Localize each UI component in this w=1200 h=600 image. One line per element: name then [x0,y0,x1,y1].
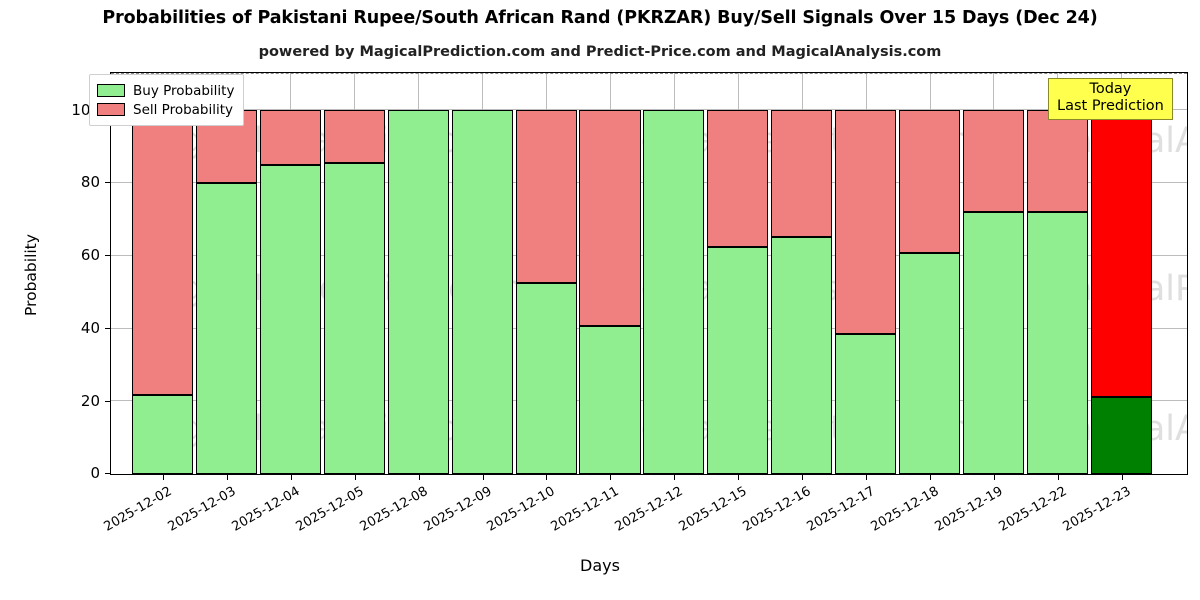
y-axis-tick-label: 60 [80,246,100,265]
bar-segment-buy[interactable] [196,183,258,474]
chart-subtitle: powered by MagicalPrediction.com and Pre… [258,44,942,60]
bar-segment-sell[interactable] [132,110,194,396]
x-axis-tick-mark [546,475,548,480]
bar-group[interactable] [643,74,705,474]
x-axis-tick-mark [993,475,995,480]
bar-group[interactable] [707,74,769,474]
x-axis-tick-mark [290,475,292,480]
bar-segment-buy[interactable] [579,326,641,474]
legend-item-buy[interactable]: Buy Probability [97,81,234,100]
y-axis-tick-mark [105,182,110,184]
gridline-horizontal [111,109,1187,111]
bar-segment-sell[interactable] [899,110,961,253]
bar-segment-buy[interactable] [1026,212,1088,474]
bar-group[interactable] [132,74,194,474]
bar-segment-sell[interactable] [771,110,833,237]
x-axis-tick-mark [226,475,228,480]
bar-segment-sell[interactable] [515,110,577,283]
bar-segment-buy[interactable] [643,110,705,474]
today-annotation: Today Last Prediction [1048,78,1173,121]
bar-group[interactable] [962,74,1024,474]
y-axis-tick-label: 20 [80,391,100,410]
y-axis-tick-label: 80 [80,173,100,192]
y-axis-tick-label: 40 [80,318,100,337]
x-axis-tick-mark [354,475,356,480]
bar-group[interactable] [899,74,961,474]
y-axis-tick-label: 0 [90,464,100,483]
bar-segment-buy[interactable] [515,282,577,474]
bar-segment-buy[interactable] [962,212,1024,474]
legend-item-sell[interactable]: Sell Probability [97,100,234,119]
x-axis-tick-mark [929,475,931,480]
bar-group[interactable] [1026,74,1088,474]
bar-group[interactable] [1090,74,1152,474]
bar-segment-buy[interactable] [1090,396,1152,474]
x-axis-tick-mark [163,475,164,480]
legend-swatch-sell-icon [97,103,125,116]
x-axis-tick-mark [1057,475,1059,480]
x-axis-tick-mark [418,475,420,480]
bar-segment-buy[interactable] [323,163,385,474]
bar-segment-buy[interactable] [259,164,321,474]
x-axis-tick-mark [738,475,740,480]
today-annotation-line2: Last Prediction [1057,98,1164,115]
bar-group[interactable] [835,74,897,474]
bar-segment-sell[interactable] [1026,110,1088,213]
bar-segment-sell[interactable] [1090,110,1152,397]
bar-group[interactable] [259,74,321,474]
bar-segment-sell[interactable] [259,110,321,165]
legend-label-buy: Buy Probability [133,82,235,99]
bar-segment-buy[interactable] [835,334,897,474]
plot-area: MagicalAnalysis.comMagicalPrediction.com… [110,72,1188,475]
y-axis-tick-mark [105,255,110,257]
legend-swatch-buy-icon [97,84,125,97]
bar-group[interactable] [387,74,449,474]
bar-segment-buy[interactable] [899,252,961,474]
bar-segment-sell[interactable] [323,110,385,164]
plot-inner: MagicalAnalysis.comMagicalPrediction.com… [111,73,1187,474]
bar-segment-sell[interactable] [962,110,1024,213]
x-axis-tick-mark [802,475,804,480]
bar-group[interactable] [579,74,641,474]
bar-segment-buy[interactable] [387,110,449,474]
x-axis-tick-mark [482,475,484,480]
x-axis-tick-mark [1121,475,1123,480]
today-annotation-line1: Today [1089,81,1132,97]
bar-group[interactable] [515,74,577,474]
y-axis-tick-mark [105,327,110,329]
bar-segment-sell[interactable] [707,110,769,248]
bar-segment-sell[interactable] [579,110,641,327]
x-axis-tick-mark [866,475,868,480]
x-axis-tick-mark [610,475,612,480]
bar-segment-buy[interactable] [771,236,833,474]
x-axis-label: Days [580,556,620,575]
chart-title: Probabilities of Pakistani Rupee/South A… [102,8,1098,28]
bar-group[interactable] [771,74,833,474]
bar-group[interactable] [323,74,385,474]
bar-segment-buy[interactable] [707,247,769,474]
legend-label-sell: Sell Probability [133,101,234,118]
chart-legend[interactable]: Buy Probability Sell Probability [89,74,245,126]
y-axis-tick-mark [105,400,110,402]
bar-segment-buy[interactable] [132,395,194,474]
y-axis-tick-mark [105,473,110,475]
x-axis-tick-mark [674,475,676,480]
bar-segment-sell[interactable] [835,110,897,335]
y-axis-label: Probability [22,233,40,316]
bar-segment-buy[interactable] [451,110,513,474]
bar-group[interactable] [451,74,513,474]
bar-group[interactable] [196,74,258,474]
reference-dashed-line [111,73,1187,74]
